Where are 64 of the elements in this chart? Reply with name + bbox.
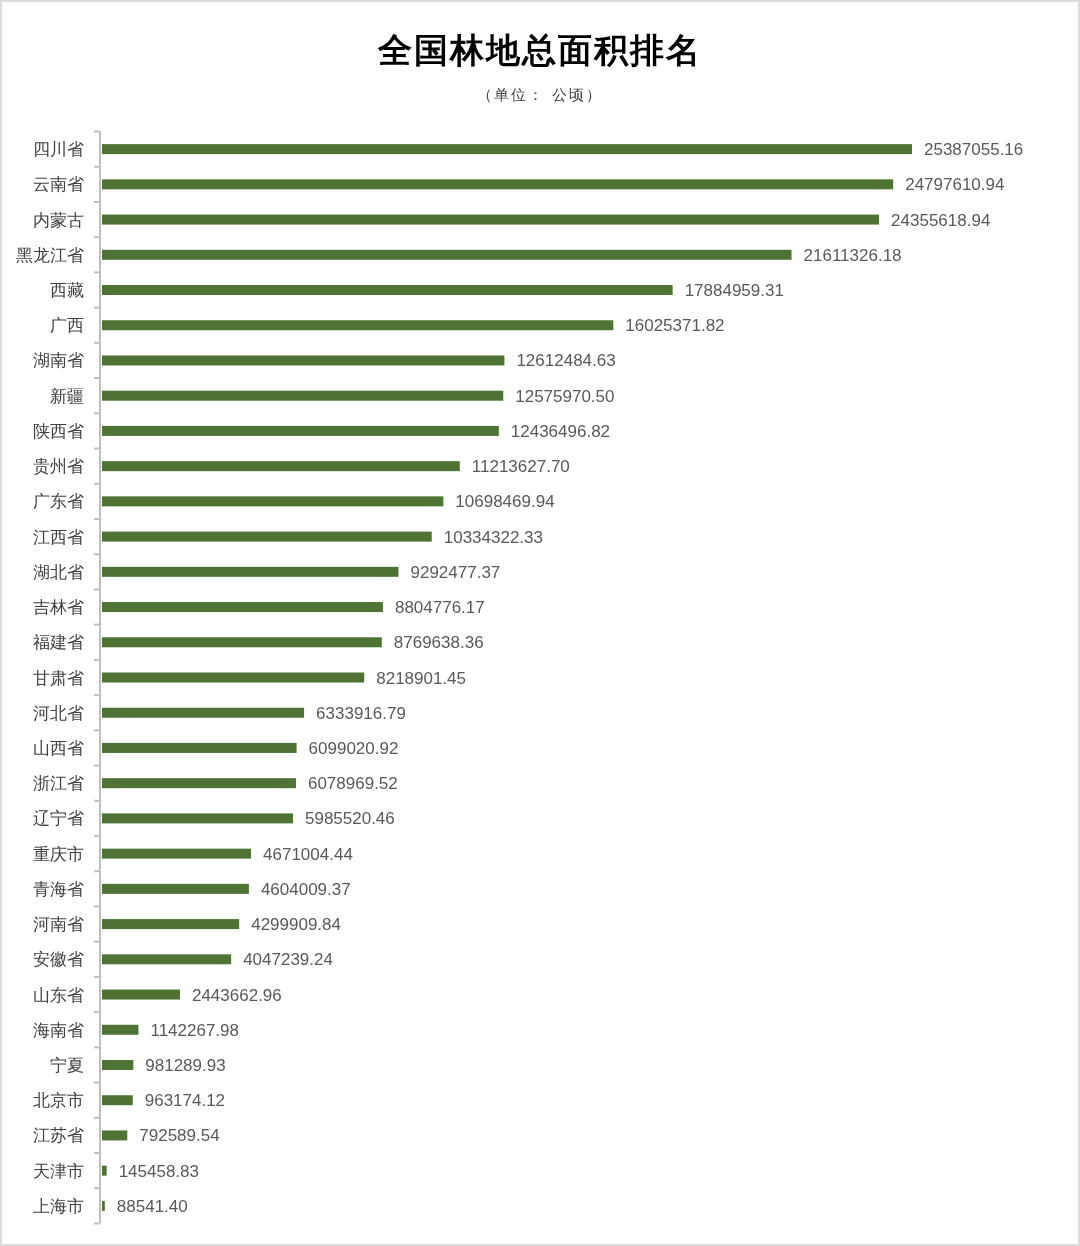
category-label: 天津市 xyxy=(33,1161,84,1181)
data-label: 10698469.94 xyxy=(455,492,555,512)
category-label: 贵州省 xyxy=(33,457,84,477)
data-label: 17884959.31 xyxy=(684,281,784,300)
data-label: 88541.40 xyxy=(116,1196,188,1216)
data-label: 8769638.36 xyxy=(393,633,484,653)
data-label: 792589.54 xyxy=(139,1126,220,1146)
data-label: 6099020.92 xyxy=(308,738,399,758)
category-label: 吉林省 xyxy=(33,598,84,618)
category-label: 湖北省 xyxy=(33,562,84,582)
data-label: 6333916.79 xyxy=(316,703,406,723)
category-label: 宁夏 xyxy=(50,1056,84,1075)
data-label: 5985520.46 xyxy=(304,809,395,829)
data-label: 4604009.37 xyxy=(260,879,351,899)
category-label: 河南省 xyxy=(33,915,84,935)
category-label: 青海省 xyxy=(33,879,84,899)
category-label: 辽宁省 xyxy=(33,809,84,829)
category-label: 河北省 xyxy=(33,703,84,723)
data-label: 10334322.33 xyxy=(443,527,543,547)
data-label: 12612484.63 xyxy=(516,351,616,371)
data-label: 2443662.96 xyxy=(191,985,282,1005)
category-label: 安徽省 xyxy=(33,950,84,970)
data-label: 1142267.98 xyxy=(150,1020,239,1040)
category-label: 四川省 xyxy=(33,140,84,160)
data-label: 25387055.16 xyxy=(924,140,1024,160)
category-label: 陕西省 xyxy=(33,421,84,441)
data-label: 4299909.84 xyxy=(251,915,341,935)
data-label: 8804776.17 xyxy=(394,598,485,618)
category-label: 广西 xyxy=(50,316,84,336)
data-label: 21611326.18 xyxy=(803,245,902,265)
subtitle: （单位： 公顷） xyxy=(477,86,603,103)
data-label: 11213627.70 xyxy=(471,457,570,477)
data-label: 8218901.45 xyxy=(376,668,467,688)
data-label: 9292477.37 xyxy=(410,562,501,582)
title: 全国林地总面积排名 xyxy=(378,31,702,69)
category-label: 江西省 xyxy=(33,527,84,547)
data-label: 24797610.94 xyxy=(905,175,1005,195)
category-label: 新疆 xyxy=(50,386,84,406)
category-label: 内蒙古 xyxy=(33,210,84,230)
category-label: 江苏省 xyxy=(33,1126,84,1146)
data-label: 6078969.52 xyxy=(307,774,398,794)
category-label: 云南省 xyxy=(33,175,84,195)
data-label: 24355618.94 xyxy=(891,210,991,230)
data-label: 963174.12 xyxy=(144,1091,226,1111)
category-label: 黑龙江省 xyxy=(16,245,84,265)
data-label: 12575970.50 xyxy=(515,386,615,406)
data-label: 16025371.82 xyxy=(625,316,725,336)
data-label: 981289.93 xyxy=(145,1056,226,1075)
category-label: 广东省 xyxy=(33,492,84,512)
category-label: 山东省 xyxy=(33,985,84,1005)
category-label: 西藏 xyxy=(50,281,84,300)
category-label: 海南省 xyxy=(33,1020,84,1040)
data-label: 4047239.24 xyxy=(243,950,333,970)
data-label: 4671004.44 xyxy=(263,844,353,864)
category-label: 湖南省 xyxy=(33,351,84,371)
category-label: 重庆市 xyxy=(33,844,84,864)
category-label: 山西省 xyxy=(33,738,84,758)
category-label: 上海市 xyxy=(33,1196,84,1216)
category-label: 浙江省 xyxy=(33,774,84,794)
data-label: 145458.83 xyxy=(118,1161,199,1181)
data-label: 12436496.82 xyxy=(510,421,611,441)
category-label: 福建省 xyxy=(33,633,84,653)
category-label: 甘肃省 xyxy=(33,668,84,688)
category-label: 北京市 xyxy=(33,1091,84,1111)
